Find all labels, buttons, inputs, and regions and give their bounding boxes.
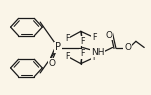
Text: P: P [55,42,61,53]
Text: F: F [92,33,97,42]
Text: O: O [124,43,131,52]
Text: F: F [65,52,69,61]
Text: F: F [80,37,85,46]
Text: F: F [80,49,85,58]
Text: F: F [65,34,69,43]
Text: F: F [92,53,97,62]
Text: NH: NH [91,48,104,57]
Text: O: O [105,31,112,40]
Text: O: O [49,59,56,68]
